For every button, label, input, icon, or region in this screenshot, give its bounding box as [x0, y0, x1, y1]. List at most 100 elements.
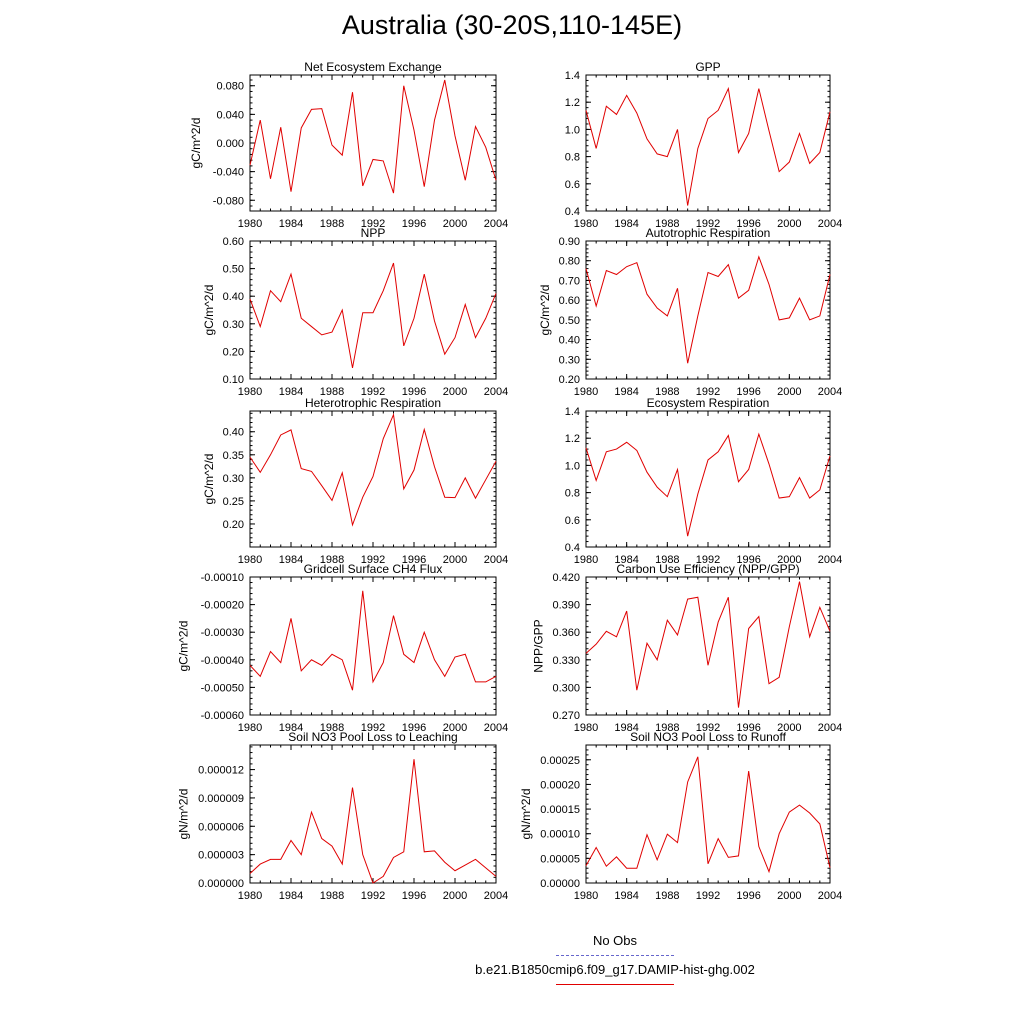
panel-6-frame [585, 410, 831, 548]
panel-8-series-line [585, 581, 831, 708]
legend-model-line [556, 984, 674, 985]
panel-9-ytick-label: 0.000012 [198, 765, 244, 777]
panel-8-xtick-label: 1996 [736, 722, 760, 734]
panel-1-frame [249, 74, 497, 212]
panel-10-ytick-label: 0.00025 [540, 755, 580, 767]
panel-4-ytick-label: 0.90 [559, 236, 580, 248]
panel-9-series-line [249, 759, 497, 884]
panel-2-ytick-label: 0.4 [565, 206, 580, 218]
panel-4-series-line [585, 255, 831, 364]
panel-9-xtick-label: 1984 [279, 890, 303, 902]
panel-8-xtick-label: 2004 [818, 722, 842, 734]
panel-4-ylabel: gC/m^2/d [538, 285, 552, 336]
panel-10-ytick-label: 0.00015 [540, 804, 580, 816]
panel-3-title: NPP [361, 226, 386, 240]
panel-6-ytick-label: 0.4 [565, 542, 580, 554]
panel-3-xtick-label: 2000 [443, 386, 467, 398]
panel-10-xtick-label: 2004 [818, 890, 842, 902]
panel-1-xtick-label: 2000 [443, 218, 467, 230]
panel-9-frame [249, 744, 497, 884]
panel-3-xtick-label: 1988 [320, 386, 344, 398]
panel-4-xtick-label: 1992 [696, 386, 720, 398]
panel-2-frame [585, 74, 831, 212]
panel-9-title: Soil NO3 Pool Loss to Leaching [288, 730, 457, 744]
panel-3-xtick-label: 1984 [279, 386, 303, 398]
panel-6-ytick-label: 1.2 [565, 433, 580, 445]
panel-5-ytick-label: 0.25 [223, 496, 244, 508]
panel-5-xtick-label: 2004 [484, 554, 508, 566]
panel-3-ytick-label: 0.60 [223, 236, 244, 248]
panel-3-xtick-label: 1980 [238, 386, 262, 398]
panel-3-ytick-label: 0.50 [223, 264, 244, 276]
panel-9-xtick-label: 1996 [402, 890, 426, 902]
panel-5-ytick-label: 0.35 [223, 450, 244, 462]
panel-1-ytick-label: 0.000 [216, 138, 244, 150]
panel-3-ylabel: gC/m^2/d [202, 285, 216, 336]
panel-2-xtick-label: 1980 [574, 218, 598, 230]
panel-3-ytick-label: 0.40 [223, 291, 244, 303]
panel-7-frame [249, 576, 497, 716]
panel-3-xtick-label: 2004 [484, 386, 508, 398]
panel-6-xtick-label: 2000 [777, 554, 801, 566]
panel-6-xtick-label: 1984 [614, 554, 638, 566]
panel-1-xtick-label: 1984 [279, 218, 303, 230]
panel-5-xtick-label: 1992 [361, 554, 385, 566]
panel-5-xtick-label: 1996 [402, 554, 426, 566]
panel-4-xtick-label: 1988 [655, 386, 679, 398]
panel-10-xtick-label: 2000 [777, 890, 801, 902]
panel-3-ytick-label: 0.10 [223, 374, 244, 386]
panel-10-ytick-label: 0.00020 [540, 779, 580, 791]
panel-9-xtick-label: 1988 [320, 890, 344, 902]
panel-9-ylabel: gN/m^2/d [177, 789, 191, 840]
panel-7-title: Gridcell Surface CH4 Flux [304, 562, 443, 576]
panel-2-series-line [585, 86, 831, 206]
panel-7-xtick-label: 2000 [443, 722, 467, 734]
panel-4-ytick-label: 0.20 [559, 374, 580, 386]
panel-10-xtick-label: 1980 [574, 890, 598, 902]
panel-2-xtick-label: 2004 [818, 218, 842, 230]
panel-10-ytick-label: 0.00010 [540, 829, 580, 841]
panel-5-xtick-label: 1984 [279, 554, 303, 566]
panel-8-ytick-label: 0.420 [552, 572, 580, 584]
page-title: Australia (30-20S,110-145E) [341, 10, 683, 40]
panel-2-ytick-label: 1.0 [565, 124, 580, 136]
panel-1-xtick-label: 1980 [238, 218, 262, 230]
panel-8-xtick-label: 1980 [574, 722, 598, 734]
panel-9-ytick-label: 0.000006 [198, 821, 244, 833]
panel-8-ytick-label: 0.360 [552, 627, 580, 639]
panel-1-ytick-label: -0.080 [213, 195, 244, 207]
panel-8-frame [585, 576, 831, 716]
panel-3-ytick-label: 0.20 [223, 346, 244, 358]
panel-7-xtick-label: 1988 [320, 722, 344, 734]
panel-4-ytick-label: 0.30 [559, 354, 580, 366]
panel-9-xtick-label: 1980 [238, 890, 262, 902]
panel-1-xtick-label: 2004 [484, 218, 508, 230]
panel-10-xtick-label: 1996 [736, 890, 760, 902]
panel-7-ytick-label: -0.00030 [201, 627, 244, 639]
panel-9-ytick-label: 0.000000 [198, 878, 244, 890]
panel-3-series-line [249, 262, 497, 369]
panel-10-ylabel: gN/m^2/d [519, 789, 533, 840]
panel-7-series-line [249, 590, 497, 691]
panel-10-xtick-label: 1988 [655, 890, 679, 902]
panel-5-ytick-label: 0.30 [223, 473, 244, 485]
panel-4-ytick-label: 0.40 [559, 335, 580, 347]
panel-5-title: Heterotrophic Respiration [305, 396, 441, 410]
panel-10-series-line [585, 756, 831, 874]
panel-7-ytick-label: -0.00050 [201, 682, 244, 694]
panel-6-title: Ecosystem Respiration [647, 396, 770, 410]
legend-model-label: b.e21.B1850cmip6.f09_g17.DAMIP-hist-ghg.… [475, 962, 755, 977]
panel-9-xtick-label: 2004 [484, 890, 508, 902]
panel-7-xtick-label: 1980 [238, 722, 262, 734]
panel-4-xtick-label: 2000 [777, 386, 801, 398]
panel-3-xtick-label: 1996 [402, 386, 426, 398]
panel-4-xtick-label: 1996 [736, 386, 760, 398]
panel-8-ytick-label: 0.330 [552, 655, 580, 667]
panel-8-title: Carbon Use Efficiency (NPP/GPP) [616, 562, 799, 576]
panel-6-ytick-label: 1.4 [565, 406, 580, 418]
panel-10-title: Soil NO3 Pool Loss to Runoff [630, 730, 787, 744]
panel-8-xtick-label: 1988 [655, 722, 679, 734]
panel-8-ytick-label: 0.390 [552, 600, 580, 612]
panel-9-ytick-label: 0.000003 [198, 850, 244, 862]
